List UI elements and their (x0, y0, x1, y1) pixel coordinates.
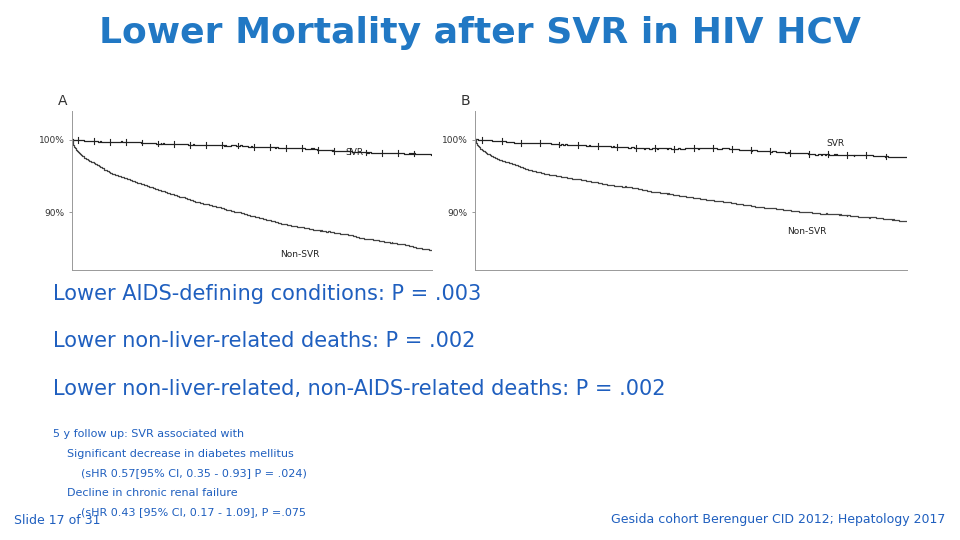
Text: (sHR 0.43 [95% CI, 0.17 - 1.09], P =.075: (sHR 0.43 [95% CI, 0.17 - 1.09], P =.075 (53, 507, 306, 517)
Text: B: B (461, 94, 470, 108)
Text: A: A (58, 94, 67, 108)
Text: Lower non-liver-related, non-AIDS-related deaths: P = .002: Lower non-liver-related, non-AIDS-relate… (53, 379, 665, 399)
Text: Lower non-liver-related deaths: P = .002: Lower non-liver-related deaths: P = .002 (53, 331, 475, 351)
Text: Decline in chronic renal failure: Decline in chronic renal failure (53, 488, 237, 498)
Text: Significant decrease in diabetes mellitus: Significant decrease in diabetes mellitu… (53, 449, 294, 459)
Text: Slide 17 of 31: Slide 17 of 31 (14, 514, 101, 526)
Text: 5 y follow up: SVR associated with: 5 y follow up: SVR associated with (53, 429, 244, 440)
Text: Lower AIDS-defining conditions: P = .003: Lower AIDS-defining conditions: P = .003 (53, 284, 481, 303)
Text: (sHR 0.57[95% CI, 0.35 - 0.93] P = .024): (sHR 0.57[95% CI, 0.35 - 0.93] P = .024) (53, 468, 306, 478)
Text: Lower Mortality after SVR in HIV HCV: Lower Mortality after SVR in HIV HCV (99, 16, 861, 50)
Text: Gesida cohort Berenguer CID 2012; Hepatology 2017: Gesida cohort Berenguer CID 2012; Hepato… (612, 514, 946, 526)
